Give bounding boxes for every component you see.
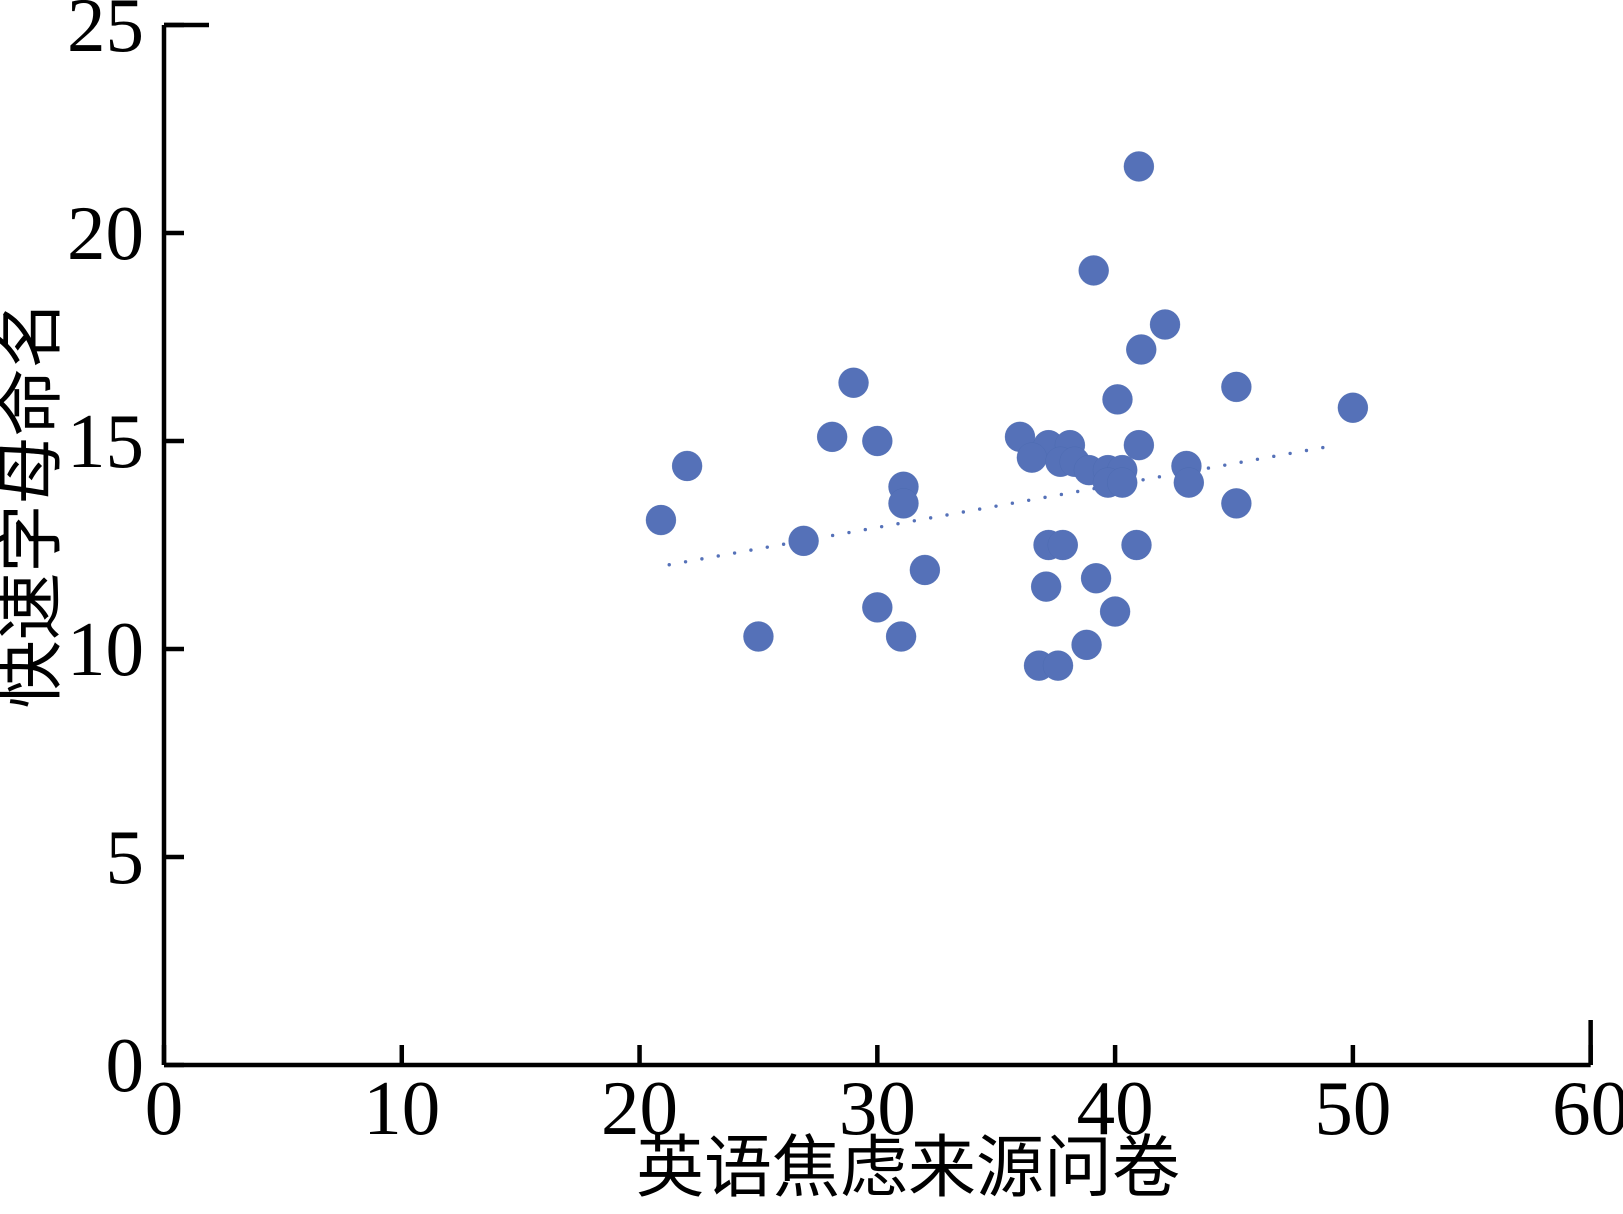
svg-text:10: 10: [67, 606, 144, 692]
svg-text:50: 50: [1314, 1065, 1391, 1151]
svg-text:60: 60: [1552, 1065, 1623, 1151]
svg-text:英语焦虑来源问卷: 英语焦虑来源问卷: [636, 1130, 1180, 1206]
svg-text:5: 5: [106, 814, 145, 900]
svg-text:0: 0: [106, 1022, 145, 1108]
svg-text:快速字母命名: 快速字母命名: [0, 300, 69, 708]
svg-text:25: 25: [67, 0, 144, 68]
svg-text:20: 20: [67, 190, 144, 276]
svg-text:0: 0: [145, 1065, 184, 1151]
svg-text:15: 15: [67, 398, 144, 484]
svg-text:10: 10: [363, 1065, 440, 1151]
